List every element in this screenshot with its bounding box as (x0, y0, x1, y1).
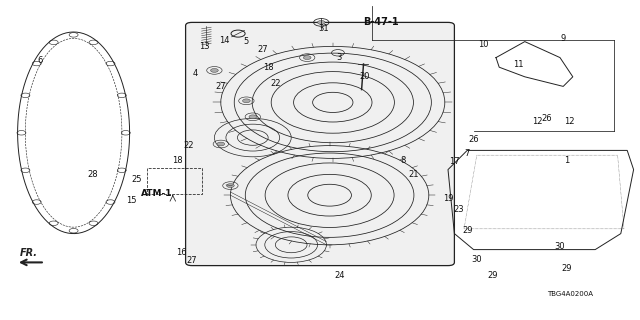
Text: 22: 22 (270, 79, 280, 88)
Text: B-47-1: B-47-1 (363, 17, 399, 28)
Text: 8: 8 (401, 156, 406, 164)
Text: 1: 1 (564, 156, 569, 164)
Text: 23: 23 (454, 205, 464, 214)
Text: 24: 24 (334, 271, 344, 280)
Text: 15: 15 (126, 196, 136, 204)
Circle shape (217, 142, 225, 146)
Text: 7: 7 (465, 149, 470, 158)
FancyBboxPatch shape (186, 22, 454, 266)
Text: 11: 11 (513, 60, 524, 68)
Circle shape (249, 115, 257, 119)
Text: 20: 20 (360, 72, 370, 81)
Text: 13: 13 (200, 42, 210, 51)
Text: 29: 29 (488, 271, 498, 280)
Text: 12: 12 (532, 117, 543, 126)
Text: 19: 19 (443, 194, 453, 203)
Text: 22: 22 (184, 141, 194, 150)
Circle shape (243, 99, 250, 103)
Text: 27: 27 (257, 45, 268, 54)
Text: 12: 12 (564, 117, 575, 126)
Text: 21: 21 (409, 170, 419, 179)
Text: 4: 4 (193, 69, 198, 78)
Text: 29: 29 (561, 264, 572, 273)
Text: 14: 14 (219, 36, 229, 44)
Text: 18: 18 (264, 63, 274, 72)
Text: 16: 16 (176, 248, 186, 257)
Circle shape (227, 184, 234, 188)
Text: ATM-1: ATM-1 (141, 189, 173, 198)
Circle shape (303, 56, 311, 60)
Text: 27: 27 (216, 82, 226, 91)
Text: 27: 27 (187, 256, 197, 265)
Text: 17: 17 (449, 157, 460, 166)
Text: TBG4A0200A: TBG4A0200A (547, 292, 593, 297)
Text: 5: 5 (244, 37, 249, 46)
Text: 3: 3 (337, 53, 342, 62)
Text: 25: 25 (131, 175, 141, 184)
Text: 29: 29 (462, 226, 472, 235)
Circle shape (317, 20, 325, 24)
Text: 26: 26 (542, 114, 552, 123)
Text: 9: 9 (561, 34, 566, 43)
Circle shape (211, 68, 218, 72)
Text: 18: 18 (172, 156, 182, 164)
Text: 30: 30 (555, 242, 565, 251)
Text: 26: 26 (468, 135, 479, 144)
Text: 28: 28 (88, 170, 98, 179)
Text: 6: 6 (37, 56, 42, 65)
Text: 10: 10 (478, 40, 488, 49)
Text: FR.: FR. (20, 248, 38, 258)
Text: 30: 30 (472, 255, 482, 264)
Text: 31: 31 (318, 24, 328, 33)
